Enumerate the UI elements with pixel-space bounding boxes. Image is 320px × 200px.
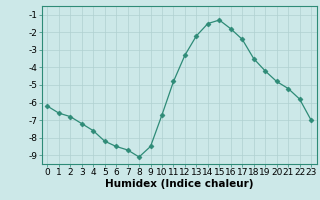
X-axis label: Humidex (Indice chaleur): Humidex (Indice chaleur)	[105, 179, 253, 189]
